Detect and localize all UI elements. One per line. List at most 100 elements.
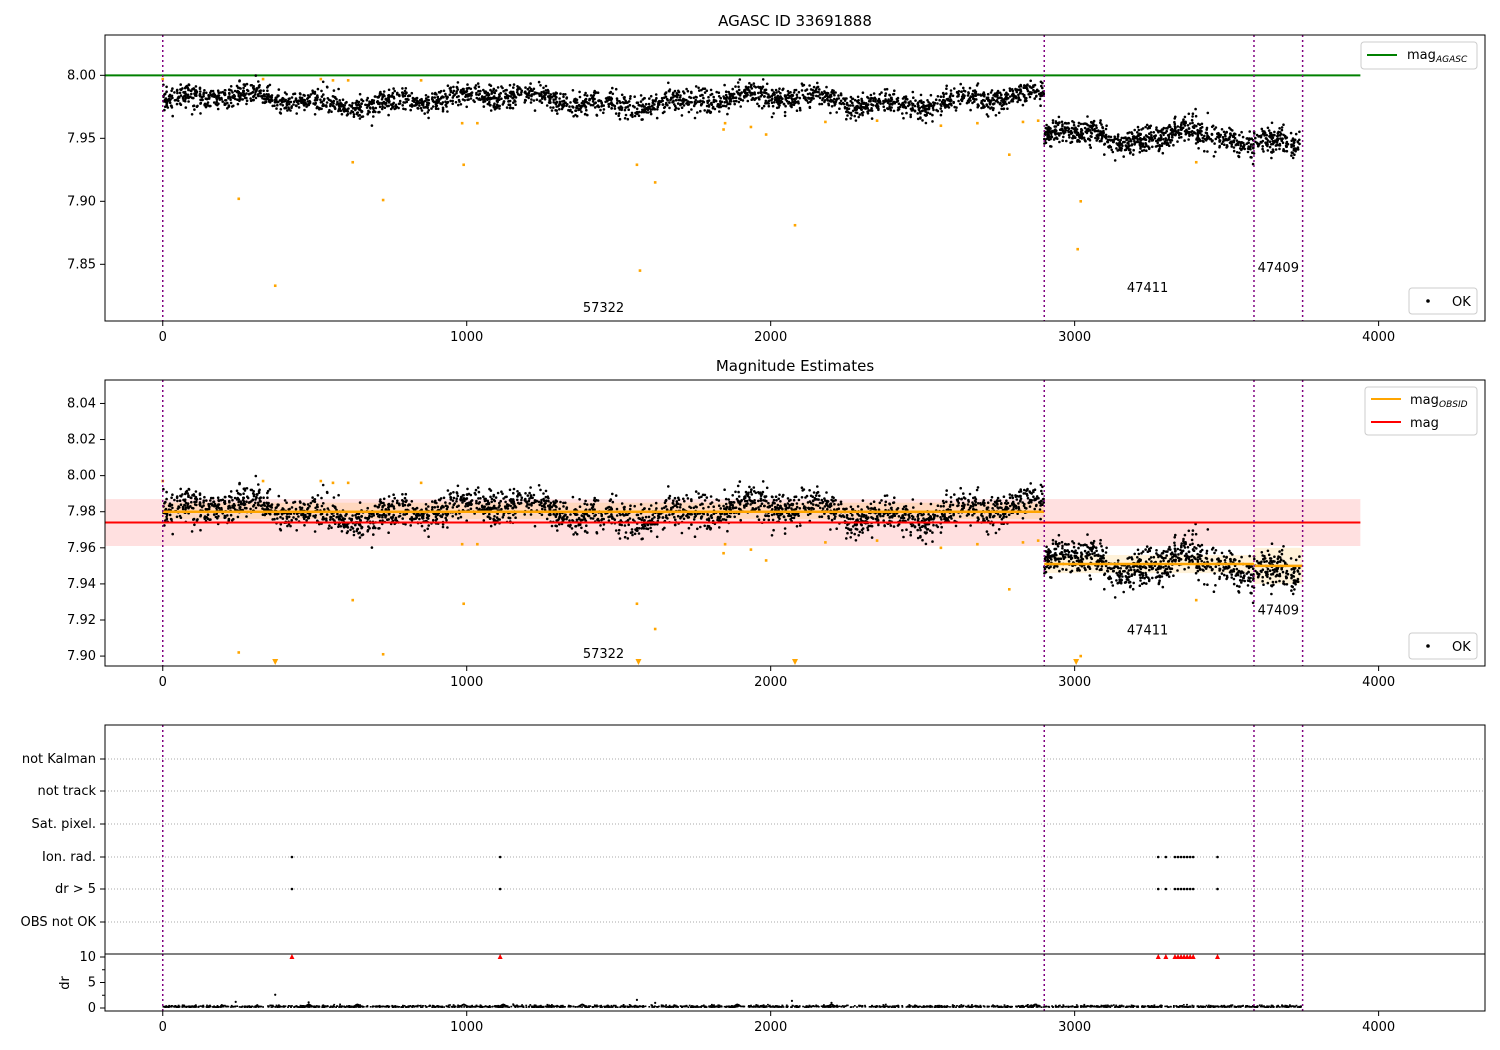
ok-point bbox=[431, 105, 435, 108]
ok-point bbox=[1221, 135, 1225, 139]
ok-point bbox=[1213, 142, 1216, 145]
outlier-point bbox=[653, 181, 657, 184]
ok-point bbox=[464, 505, 467, 508]
ok-point bbox=[916, 528, 919, 532]
ok-point bbox=[1246, 150, 1250, 154]
ok-point bbox=[1141, 143, 1145, 147]
ok-point bbox=[851, 517, 855, 521]
ok-point bbox=[948, 95, 952, 99]
ok-point bbox=[389, 103, 393, 106]
ok-point bbox=[680, 114, 684, 117]
ok-point bbox=[1025, 96, 1028, 100]
ok-point bbox=[518, 492, 521, 495]
ok-point bbox=[323, 97, 326, 101]
ok-point bbox=[381, 105, 384, 108]
ok-point bbox=[744, 490, 748, 494]
ok-point bbox=[624, 113, 628, 117]
ok-point bbox=[355, 99, 359, 103]
ok-point bbox=[280, 99, 284, 103]
ok-point bbox=[620, 106, 624, 109]
ok-point bbox=[1008, 493, 1012, 496]
ok-point bbox=[332, 99, 336, 103]
ok-point bbox=[199, 101, 203, 105]
ok-point bbox=[502, 100, 506, 103]
ok-point bbox=[926, 528, 930, 531]
ok-point bbox=[247, 92, 251, 96]
ok-point bbox=[793, 101, 797, 105]
ok-point bbox=[465, 105, 469, 109]
ok-point bbox=[700, 93, 704, 97]
ok-point bbox=[637, 527, 641, 530]
ok-point bbox=[297, 106, 301, 109]
ok-point bbox=[668, 513, 671, 516]
ok-point bbox=[190, 496, 193, 500]
ok-point bbox=[953, 493, 956, 496]
ok-point bbox=[885, 87, 889, 91]
ok-point bbox=[475, 96, 479, 100]
ok-point bbox=[404, 108, 407, 111]
ok-point bbox=[500, 97, 503, 100]
ok-point bbox=[1277, 130, 1280, 134]
ok-point bbox=[663, 105, 667, 109]
x-tick-label: 3000 bbox=[1058, 330, 1091, 345]
ok-point bbox=[772, 528, 775, 532]
ok-point bbox=[678, 96, 682, 99]
ok-point bbox=[824, 91, 827, 94]
ok-point bbox=[996, 89, 1000, 93]
ok-point bbox=[466, 493, 469, 496]
ok-point bbox=[811, 495, 814, 499]
ok-point bbox=[431, 518, 435, 522]
ok-point bbox=[421, 101, 425, 104]
ok-point bbox=[837, 503, 840, 506]
ok-point bbox=[482, 519, 486, 522]
ok-point bbox=[641, 537, 644, 540]
ok-point bbox=[245, 102, 248, 106]
ok-point bbox=[1216, 135, 1219, 138]
ok-point bbox=[861, 111, 865, 114]
ok-point bbox=[285, 104, 289, 107]
outlier-point bbox=[331, 79, 335, 82]
ok-point bbox=[1050, 132, 1053, 136]
ok-point bbox=[849, 112, 852, 115]
ok-point bbox=[554, 95, 557, 98]
ok-point bbox=[242, 94, 245, 97]
ok-point bbox=[646, 111, 650, 114]
ok-point bbox=[1116, 135, 1120, 138]
ok-point bbox=[896, 99, 900, 103]
ok-point bbox=[647, 515, 651, 519]
ok-point bbox=[535, 98, 539, 101]
ok-point bbox=[1292, 139, 1296, 142]
ok-point bbox=[262, 89, 265, 92]
ok-point bbox=[693, 535, 697, 538]
ok-point bbox=[713, 107, 717, 111]
ok-point bbox=[165, 100, 169, 103]
ok-point bbox=[892, 100, 895, 104]
ok-point bbox=[1292, 141, 1296, 145]
ok-point bbox=[676, 514, 680, 518]
ok-point bbox=[999, 514, 1002, 517]
ok-point bbox=[457, 95, 460, 98]
y-tick-label: 7.90 bbox=[67, 194, 96, 209]
ok-point bbox=[312, 102, 315, 105]
ok-point bbox=[263, 101, 267, 105]
ok-point bbox=[416, 100, 419, 103]
ok-point bbox=[887, 98, 890, 102]
ok-point bbox=[749, 94, 752, 97]
ok-point bbox=[591, 517, 595, 520]
ok-point bbox=[1286, 142, 1290, 146]
ok-point bbox=[1006, 93, 1010, 96]
ok-point bbox=[1178, 136, 1181, 139]
ok-point bbox=[254, 474, 258, 478]
ok-point bbox=[629, 504, 632, 508]
obsid-label: 47409 bbox=[1258, 261, 1299, 276]
ok-point bbox=[812, 491, 816, 494]
ok-point bbox=[279, 515, 282, 519]
ok-point bbox=[570, 110, 574, 114]
ok-point bbox=[818, 506, 822, 510]
ok-point bbox=[942, 501, 946, 505]
ok-point bbox=[455, 91, 458, 95]
ok-point bbox=[1028, 505, 1032, 508]
ok-point bbox=[1124, 136, 1127, 139]
ok-point bbox=[740, 91, 743, 94]
ok-point bbox=[593, 106, 597, 109]
